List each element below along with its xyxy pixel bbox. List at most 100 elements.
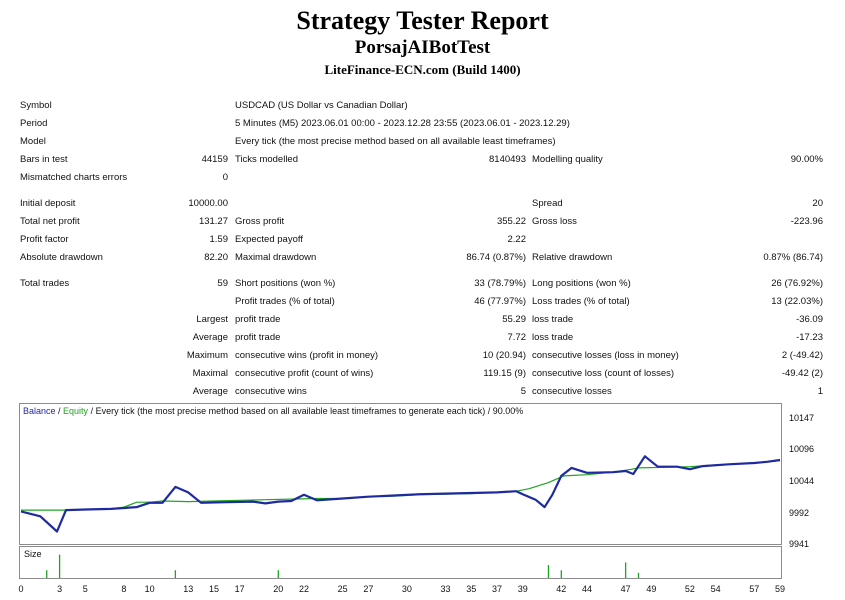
x-tick-label: 13 <box>183 584 194 594</box>
size-label: Size <box>24 549 42 559</box>
loss-trades-value: 13 (22.03%) <box>771 296 823 307</box>
x-tick-label: 42 <box>556 584 567 594</box>
total-trades-label: Total trades <box>20 278 70 289</box>
initial-deposit-label: Initial deposit <box>20 198 76 209</box>
profit-trades-value: 46 (77.97%) <box>474 296 526 307</box>
maximal-prefix: Maximal <box>192 368 228 379</box>
x-tick-label: 30 <box>401 584 412 594</box>
long-positions-value: 26 (76.92%) <box>771 278 823 289</box>
balance-chart <box>19 403 782 545</box>
net-profit-value: 131.27 <box>198 216 228 227</box>
gross-profit-value: 355.22 <box>496 216 526 227</box>
average-profit-label: profit trade <box>235 332 281 343</box>
loss-trades-label: Loss trades (% of total) <box>532 296 630 307</box>
rel-drawdown-value: 0.87% (86.74) <box>763 252 823 263</box>
y-tick-label: 10147 <box>789 413 815 423</box>
expected-payoff-value: 2.22 <box>507 234 527 245</box>
max-cons-wins-value: 10 (20.94) <box>482 350 526 361</box>
y-tick-label: 9992 <box>789 507 810 518</box>
x-tick-label: 52 <box>684 584 695 594</box>
average-profit-value: 7.72 <box>507 332 527 343</box>
mismatch-label: Mismatched charts errors <box>20 172 128 183</box>
average-loss-value: -17.23 <box>796 332 823 343</box>
max-drawdown-value: 86.74 (0.87%) <box>466 252 526 263</box>
x-tick-label: 47 <box>620 584 631 594</box>
x-tick-label: 44 <box>582 584 593 594</box>
y-tick-label: 9941 <box>789 539 810 549</box>
avg-cons-losses-label: consecutive losses <box>532 386 612 397</box>
profit-factor-label: Profit factor <box>20 234 69 245</box>
symbol-label: Symbol <box>20 100 52 111</box>
largest-profit-value: 55.29 <box>502 314 526 325</box>
x-tick-label: 25 <box>337 584 348 594</box>
size-histogram <box>19 546 782 579</box>
ticks-label: Ticks modelled <box>235 154 299 165</box>
x-tick-label: 59 <box>774 584 786 594</box>
net-profit-label: Total net profit <box>20 216 80 227</box>
model-value: Every tick (the most precise method base… <box>235 136 556 147</box>
period-value: 5 Minutes (M5) 2023.06.01 00:00 - 2023.1… <box>235 118 570 129</box>
quality-value: 90.00% <box>790 154 823 165</box>
x-tick-label: 0 <box>18 584 24 594</box>
x-tick-label: 5 <box>82 584 88 594</box>
largest-loss-label: loss trade <box>532 314 574 325</box>
x-tick-label: 22 <box>299 584 310 594</box>
legend-equity: Equity <box>63 406 89 416</box>
short-positions-value: 33 (78.79%) <box>474 278 526 289</box>
initial-deposit-value: 10000.00 <box>188 198 228 209</box>
x-tick-label: 57 <box>749 584 760 594</box>
mismatch-value: 0 <box>222 172 228 183</box>
max-cons-losses-label: consecutive losses (loss in money) <box>532 350 679 361</box>
ticks-value: 8140493 <box>489 154 526 165</box>
x-tick-label: 20 <box>273 584 284 594</box>
report-title: Strategy Tester Report <box>296 6 549 35</box>
legend-balance: Balance <box>23 406 56 416</box>
largest-profit-label: profit trade <box>235 314 281 325</box>
x-tick-label: 10 <box>144 584 155 594</box>
maximal-cons-loss-label: consecutive loss (count of losses) <box>532 368 675 379</box>
rel-drawdown-label: Relative drawdown <box>532 252 613 263</box>
maximal-cons-profit-label: consecutive profit (count of wins) <box>235 368 374 379</box>
short-positions-label: Short positions (won %) <box>235 278 336 289</box>
long-positions-label: Long positions (won %) <box>532 278 631 289</box>
maximum-prefix: Maximum <box>186 350 228 361</box>
avg-cons-losses-value: 1 <box>817 386 823 397</box>
chart-legend: Balance / Equity / Every tick (the most … <box>23 406 523 416</box>
y-tick-label: 10044 <box>789 476 815 486</box>
y-tick-label: 10096 <box>789 444 815 455</box>
largest-loss-value: -36.09 <box>796 314 823 325</box>
period-label: Period <box>20 118 48 129</box>
gross-profit-label: Gross profit <box>235 216 285 227</box>
expert-name: PorsajAIBotTest <box>354 37 491 58</box>
maximal-cons-profit-value: 119.15 (9) <box>483 368 526 379</box>
total-trades-value: 59 <box>217 278 228 289</box>
server-info: LiteFinance-ECN.com (Build 1400) <box>324 62 521 77</box>
abs-drawdown-value: 82.20 <box>204 252 228 263</box>
max-drawdown-label: Maximal drawdown <box>235 252 317 263</box>
average-prefix: Average <box>192 332 228 343</box>
gross-loss-value: -223.96 <box>790 216 823 227</box>
average-cons-prefix: Average <box>192 386 228 397</box>
x-tick-label: 33 <box>440 584 451 594</box>
x-tick-label: 27 <box>363 584 374 594</box>
legend-description: / Every tick (the most precise method ba… <box>88 406 524 416</box>
expected-payoff-label: Expected payoff <box>235 234 303 245</box>
bars-label: Bars in test <box>20 154 68 165</box>
avg-cons-wins-label: consecutive wins <box>235 386 307 397</box>
largest-prefix: Largest <box>196 314 228 325</box>
legend-separator: / <box>55 406 64 416</box>
equity-line <box>21 460 781 511</box>
profit-trades-label: Profit trades (% of total) <box>235 296 335 307</box>
abs-drawdown-label: Absolute drawdown <box>20 252 103 263</box>
avg-cons-wins-value: 5 <box>520 386 526 397</box>
bars-value: 44159 <box>201 154 228 165</box>
max-cons-losses-value: 2 (-49.42) <box>781 350 823 361</box>
average-loss-label: loss trade <box>532 332 574 343</box>
spread-value: 20 <box>812 198 823 209</box>
maximal-cons-loss-value: -49.42 (2) <box>781 368 823 379</box>
spread-label: Spread <box>532 198 563 209</box>
x-tick-label: 39 <box>517 584 528 594</box>
balance-line <box>20 455 781 533</box>
gross-loss-label: Gross loss <box>532 216 577 227</box>
